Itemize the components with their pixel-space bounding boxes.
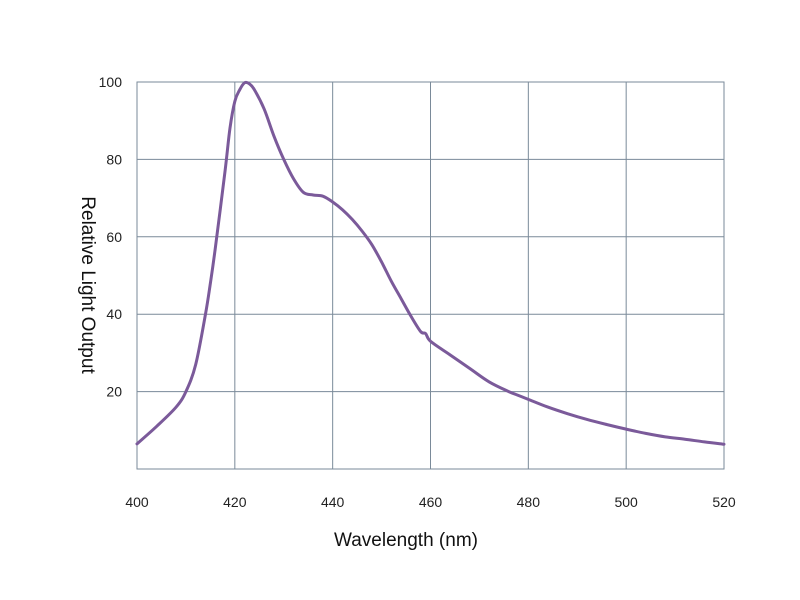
x-tick-label: 500	[614, 494, 638, 510]
y-axis-title: Relative Light Output	[77, 196, 98, 374]
y-tick-labels: 20 40 60 80 100	[99, 74, 123, 400]
y-tick-label: 60	[106, 229, 122, 245]
x-tick-label: 420	[223, 494, 247, 510]
y-tick-label: 80	[106, 151, 122, 167]
plot-frame	[136, 81, 725, 470]
x-tick-label: 480	[517, 494, 541, 510]
x-tick-label: 400	[125, 494, 149, 510]
x-tick-label: 520	[712, 494, 736, 510]
x-tick-label: 440	[321, 494, 345, 510]
x-tick-label: 460	[419, 494, 443, 510]
y-tick-label: 20	[106, 384, 122, 400]
x-axis-title: Wavelength (nm)	[334, 530, 478, 551]
series-line	[135, 80, 726, 446]
y-tick-label: 100	[99, 74, 123, 90]
x-tick-labels: 400 420 440 460 480 500 520	[125, 494, 736, 510]
y-tick-label: 40	[106, 306, 122, 322]
grid-lines	[136, 81, 725, 469]
